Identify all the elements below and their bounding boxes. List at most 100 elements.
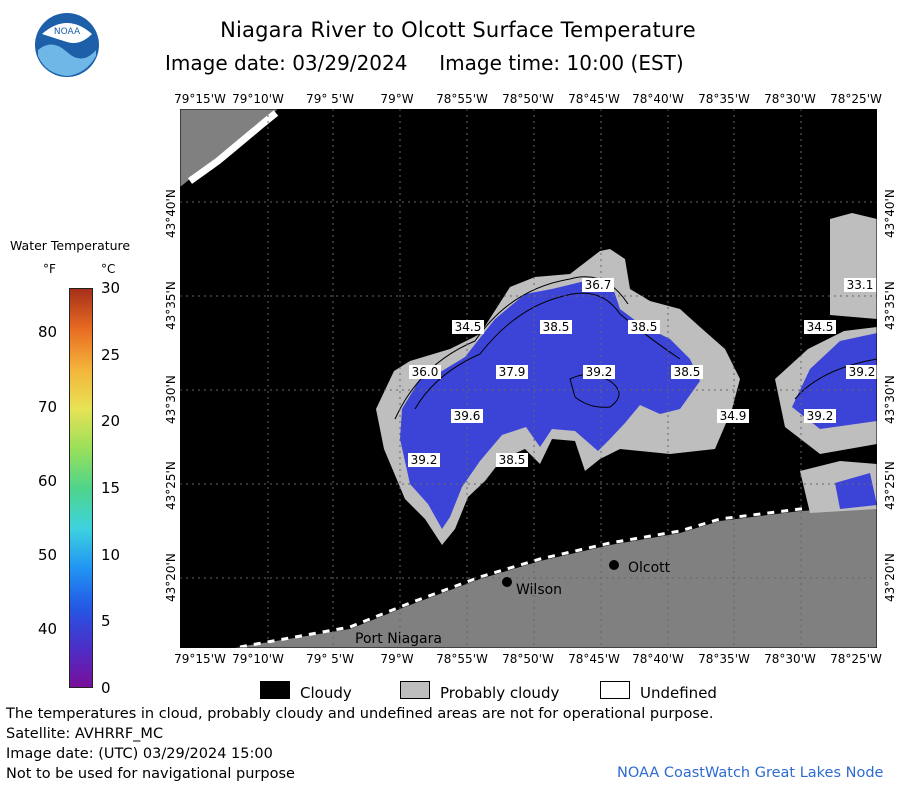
legend-swatch-probably-cloudy [400, 681, 430, 699]
legend-swatch-cloudy [260, 681, 290, 699]
svg-text:38.5: 38.5 [499, 453, 526, 467]
longitude-label: 79°W [380, 92, 414, 106]
unit-celsius: °C [101, 262, 116, 276]
svg-text:38.5: 38.5 [674, 365, 701, 379]
fahrenheit-tick: 80 [38, 323, 58, 342]
longitude-label: 78°25'W [830, 92, 882, 106]
legend-label-probably-cloudy: Probably cloudy [440, 684, 560, 702]
satellite-text: Satellite: AVHRRF_MC [6, 726, 164, 742]
svg-text:34.5: 34.5 [455, 320, 482, 334]
longitude-label: 79° 5'W [306, 652, 354, 666]
legend-label-undefined: Undefined [640, 684, 717, 702]
svg-text:38.5: 38.5 [631, 320, 658, 334]
unit-fahrenheit: °F [43, 262, 56, 276]
longitude-label: 78°35'W [698, 92, 750, 106]
latitude-label: 43°40'N [164, 189, 178, 238]
svg-text:34.9: 34.9 [720, 409, 747, 423]
latitude-label: 43°25'N [883, 461, 897, 510]
disclaimer-text: The temperatures in cloud, probably clou… [6, 706, 714, 722]
longitude-label: 78°50'W [502, 92, 554, 106]
temperature-label: 39.2 [408, 453, 440, 467]
place-label-olcott: Olcott [628, 560, 671, 576]
latitude-label: 43°30'N [883, 375, 897, 424]
latitude-label: 43°30'N [164, 375, 178, 424]
navigation-warning: Not to be used for navigational purpose [6, 766, 295, 782]
fahrenheit-tick: 60 [38, 471, 58, 490]
south-shore-land [232, 507, 877, 648]
svg-text:33.1: 33.1 [847, 278, 874, 292]
fahrenheit-tick: 70 [38, 397, 58, 416]
temperature-label: 34.5 [452, 320, 484, 334]
fahrenheit-tick: 40 [38, 619, 58, 638]
longitude-label: 79°15'W [174, 92, 226, 106]
svg-text:34.5: 34.5 [807, 320, 834, 334]
graticule [180, 109, 877, 648]
svg-text:37.9: 37.9 [499, 365, 526, 379]
temperature-label: 34.9 [717, 409, 749, 423]
place-label-port-niagara: Port Niagara [355, 631, 442, 647]
temperature-colorbar [69, 288, 93, 688]
longitude-label: 79°15'W [174, 652, 226, 666]
svg-text:36.0: 36.0 [412, 365, 439, 379]
svg-text:38.5: 38.5 [543, 320, 570, 334]
celsius-tick: 0 [101, 679, 111, 697]
celsius-tick: 30 [101, 279, 121, 297]
svg-text:39.6: 39.6 [454, 409, 481, 423]
celsius-tick: 25 [101, 345, 121, 364]
place-label-wilson: Wilson [516, 582, 562, 598]
latitude-label: 43°40'N [883, 189, 897, 238]
longitude-label: 78°35'W [698, 652, 750, 666]
temperature-label: 36.0 [409, 365, 441, 379]
temperature-label: 39.2 [804, 409, 836, 423]
nw-undefined-edge [187, 110, 279, 184]
latitude-label: 43°25'N [164, 461, 178, 510]
longitude-label: 78°30'W [764, 92, 816, 106]
celsius-tick: 5 [101, 612, 111, 631]
map-title: Niagara River to Olcott Surface Temperat… [220, 18, 696, 42]
legend-label-cloudy: Cloudy [300, 684, 352, 702]
wilson-marker [502, 577, 512, 587]
longitude-label: 78°40'W [632, 652, 684, 666]
temperature-label: 38.5 [628, 320, 660, 334]
svg-text:36.7: 36.7 [585, 278, 612, 292]
cold-water-areas [400, 279, 877, 529]
longitude-label: 78°30'W [764, 652, 816, 666]
latitude-label: 43°35'N [164, 281, 178, 330]
logo-text: NOAA [54, 27, 81, 37]
temperature-labels: 36.7 34.5 38.5 38.5 36.0 37.9 39.2 38.5 33.1 34.5… [408, 278, 877, 467]
celsius-tick: 10 [101, 545, 121, 564]
svg-text:39.2: 39.2 [586, 365, 613, 379]
temperature-label: 38.5 [540, 320, 572, 334]
shore-undefined-edge [239, 503, 877, 648]
latitude-label: 43°20'N [883, 553, 897, 602]
temperature-label: 39.6 [451, 409, 483, 423]
place-labels: Olcott Wilson Port Niagara [355, 560, 671, 647]
longitude-label: 79°W [380, 652, 414, 666]
longitude-label: 78°45'W [568, 92, 620, 106]
latitude-label: 43°35'N [883, 281, 897, 330]
svg-text:39.2: 39.2 [849, 365, 876, 379]
longitude-label: 79° 5'W [306, 92, 354, 106]
temperature-label: 34.5 [804, 320, 836, 334]
fahrenheit-tick: 50 [38, 545, 58, 564]
longitude-label: 78°55'W [436, 652, 488, 666]
longitude-label: 78°40'W [632, 92, 684, 106]
temperature-label: 39.2 [846, 365, 877, 379]
temperature-label: 38.5 [496, 453, 528, 467]
noaa-logo: NOAA [35, 13, 99, 77]
temperature-label: 38.5 [671, 365, 703, 379]
temperature-label: 37.9 [496, 365, 528, 379]
longitude-label: 79°10'W [232, 92, 284, 106]
colorbar-title: Water Temperature [10, 238, 131, 253]
celsius-tick: 20 [101, 412, 121, 431]
olcott-marker [609, 560, 619, 570]
longitude-label: 78°25'W [830, 652, 882, 666]
image-date-time: Image date: 03/29/2024 Image time: 10:00… [165, 51, 684, 75]
longitude-label: 78°55'W [436, 92, 488, 106]
svg-text:39.2: 39.2 [807, 409, 834, 423]
celsius-tick: 15 [101, 479, 121, 497]
longitude-label: 78°45'W [568, 652, 620, 666]
temperature-label: 33.1 [844, 278, 876, 292]
utc-date-text: Image date: (UTC) 03/29/2024 15:00 [6, 746, 273, 762]
surface-temperature-map: 36.7 34.5 38.5 38.5 36.0 37.9 39.2 38.5 33.1 34.5… [180, 109, 877, 648]
